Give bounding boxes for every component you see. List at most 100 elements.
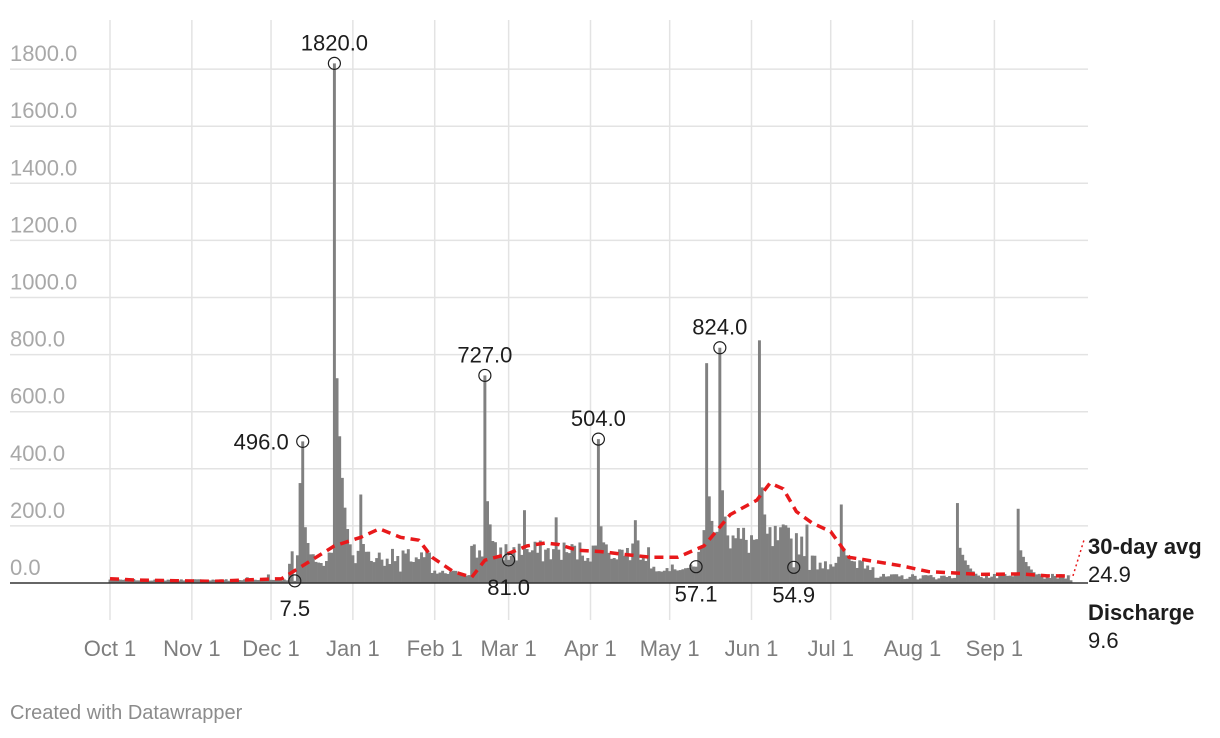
discharge-bar	[702, 530, 706, 583]
discharge-bar	[1040, 575, 1044, 583]
discharge-bar	[889, 574, 893, 583]
discharge-bar	[391, 548, 394, 583]
discharge-bar	[998, 575, 1002, 583]
discharge-bar	[876, 577, 880, 583]
discharge-bar	[259, 579, 262, 583]
discharge-bar	[325, 561, 328, 583]
discharge-bar	[486, 501, 489, 583]
discharge-bar	[673, 569, 677, 583]
discharge-bar	[272, 579, 276, 583]
discharge-bar	[623, 555, 627, 583]
x-tick-label: Sep 1	[966, 636, 1024, 661]
discharge-bar	[649, 568, 653, 583]
discharge-bar	[1064, 578, 1068, 583]
discharge-bar	[921, 575, 925, 583]
discharge-bar	[261, 580, 265, 583]
discharge-bar	[604, 544, 608, 583]
discharge-bar	[269, 579, 273, 583]
discharge-bar	[768, 527, 772, 583]
discharge-bar	[985, 575, 988, 583]
discharge-bar	[829, 564, 833, 583]
discharge-bar	[765, 533, 769, 583]
discharge-bar	[742, 527, 746, 583]
discharge-bar	[789, 538, 793, 583]
discharge-bar	[549, 559, 553, 583]
discharge-bar	[752, 539, 756, 583]
discharge-bar	[990, 576, 994, 583]
discharge-bar	[227, 580, 231, 583]
discharge-bar	[866, 565, 870, 583]
discharge-bar	[668, 571, 672, 583]
discharge-bar	[969, 568, 973, 583]
discharge-bar	[507, 559, 511, 583]
discharge-bar	[932, 577, 936, 583]
discharge-bar	[660, 571, 664, 583]
discharge-bar	[1061, 576, 1065, 583]
discharge-bar	[676, 570, 680, 583]
discharge-bar	[589, 561, 592, 583]
discharge-bar	[552, 549, 555, 583]
y-tick-label: 600.0	[10, 384, 65, 409]
y-tick-label: 1200.0	[10, 212, 77, 237]
discharge-bar	[396, 556, 400, 583]
discharge-bar	[718, 347, 722, 583]
discharge-bar	[401, 550, 405, 583]
discharge-bar	[340, 477, 344, 583]
discharge-bar	[1058, 574, 1062, 583]
discharge-bar	[987, 577, 991, 583]
discharge-bar	[842, 548, 846, 583]
discharge-bar	[636, 540, 640, 583]
discharge-bar	[763, 514, 767, 583]
discharge-bar	[689, 564, 693, 583]
discharge-bar	[538, 540, 542, 583]
discharge-bar	[285, 580, 289, 583]
discharge-bar	[892, 574, 896, 583]
discharge-bar	[755, 539, 759, 583]
discharge-bar	[937, 578, 941, 583]
discharge-bar	[499, 547, 503, 583]
discharge-bar	[639, 559, 643, 583]
discharge-bar	[309, 554, 313, 583]
discharge-bar	[536, 552, 540, 583]
discharge-bar	[575, 559, 579, 583]
discharge-bar	[744, 539, 748, 583]
discharge-bar	[586, 558, 590, 583]
discharge-bar	[678, 570, 682, 583]
discharge-bar	[525, 549, 529, 583]
discharge-bar	[314, 561, 318, 583]
avg-series-name: 30-day avg	[1088, 534, 1202, 559]
discharge-bar	[295, 555, 299, 583]
discharge-bar	[562, 542, 566, 583]
discharge-bar	[298, 483, 302, 583]
annotation-label: 7.5	[280, 596, 311, 621]
discharge-bar	[153, 579, 157, 583]
discharge-bar	[483, 375, 487, 583]
discharge-bar	[129, 580, 133, 583]
discharge-bar	[443, 573, 447, 583]
discharge-bar	[618, 549, 621, 583]
discharge-bar	[583, 560, 587, 583]
discharge-bar	[388, 564, 392, 583]
discharge-bar	[905, 578, 909, 583]
discharge-series-name: Discharge	[1088, 600, 1194, 625]
discharge-bar	[813, 555, 817, 583]
discharge-bar	[1032, 572, 1036, 583]
x-tick-label: Dec 1	[242, 636, 299, 661]
discharge-bar	[871, 567, 875, 583]
discharge-bar	[594, 545, 598, 583]
discharge-bar	[427, 552, 431, 583]
discharge-bar	[330, 552, 334, 583]
discharge-bar	[383, 565, 387, 583]
discharge-bar	[874, 577, 878, 583]
discharge-bar	[435, 573, 439, 583]
discharge-bar	[454, 570, 458, 583]
discharge-bar	[1011, 576, 1015, 583]
discharge-bar	[739, 538, 743, 583]
y-tick-label: 400.0	[10, 441, 65, 466]
discharge-bar	[237, 580, 241, 583]
discharge-bar	[633, 520, 637, 583]
discharge-bar	[509, 555, 513, 583]
discharge-bar	[655, 571, 658, 583]
discharge-bar	[686, 567, 690, 583]
discharge-bar	[728, 548, 732, 583]
